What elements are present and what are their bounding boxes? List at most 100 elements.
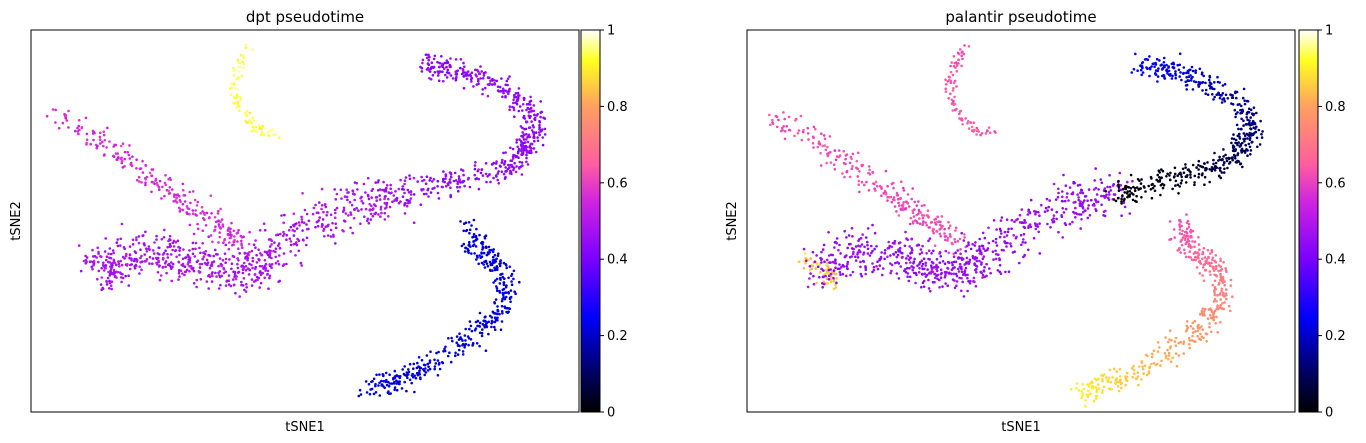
scatter-point xyxy=(866,227,870,230)
scatter-point xyxy=(1148,66,1152,70)
scatter-point xyxy=(1232,133,1235,136)
scatter-point xyxy=(981,244,985,248)
scatter-point xyxy=(242,235,245,239)
scatter-point xyxy=(479,171,483,175)
scatter-point xyxy=(1179,171,1182,175)
scatter-point xyxy=(1189,173,1192,176)
scatter-point xyxy=(478,321,482,325)
scatter-point xyxy=(188,212,191,216)
scatter-point xyxy=(1197,172,1201,176)
scatter-point xyxy=(1167,354,1171,357)
scatter-point xyxy=(1086,199,1089,202)
panel-dpt: dpt pseudotime tSNE1 tSNE2 00.20.40.60.8… xyxy=(9,8,628,435)
scatter-point xyxy=(251,259,255,263)
scatter-point xyxy=(1121,194,1124,197)
scatter-point xyxy=(1015,235,1018,239)
scatter-point xyxy=(992,219,996,222)
scatter-point xyxy=(1078,213,1081,216)
scatter-point xyxy=(938,232,942,236)
scatter-point xyxy=(920,214,924,217)
scatter-point xyxy=(1007,227,1010,231)
scatter-point xyxy=(1150,362,1153,366)
scatter-point xyxy=(184,256,188,259)
scatter-point xyxy=(933,221,937,224)
scatter-point xyxy=(533,116,537,120)
scatter-point xyxy=(871,262,874,265)
scatter-point xyxy=(1155,57,1159,61)
scatter-point xyxy=(540,128,543,132)
scatter-point xyxy=(530,129,534,132)
scatter-point xyxy=(1246,137,1249,140)
scatter-point xyxy=(438,65,442,69)
scatter-point xyxy=(1216,305,1219,309)
scatter-point xyxy=(166,256,170,259)
scatter-point xyxy=(816,145,820,149)
scatter-point xyxy=(397,382,401,386)
scatter-point xyxy=(321,218,325,221)
scatter-point xyxy=(188,270,191,273)
scatter-point xyxy=(1193,174,1197,178)
scatter-point xyxy=(1159,176,1163,180)
scatter-point xyxy=(1167,340,1170,344)
scatter-point xyxy=(878,264,882,267)
scatter-point xyxy=(928,258,932,261)
scatter-point xyxy=(528,110,531,114)
scatter-point xyxy=(1238,132,1241,136)
scatter-point xyxy=(873,182,876,186)
scatter-point xyxy=(300,215,303,219)
scatter-point xyxy=(223,239,226,242)
scatter-point xyxy=(981,257,985,261)
scatter-point xyxy=(1143,58,1147,61)
scatter-point xyxy=(474,245,478,248)
scatter-point xyxy=(987,126,991,129)
scatter-point xyxy=(297,239,301,242)
scatter-point xyxy=(779,129,783,133)
scatter-point xyxy=(251,116,254,119)
scatter-point xyxy=(356,188,359,191)
scatter-point xyxy=(403,203,406,207)
scatter-point xyxy=(496,178,500,182)
scatter-point xyxy=(374,204,377,208)
scatter-point xyxy=(867,165,871,168)
scatter-point xyxy=(1183,252,1187,255)
scatter-point xyxy=(239,97,243,101)
scatter-point xyxy=(1083,195,1087,198)
scatter-point xyxy=(827,254,831,257)
scatter-point xyxy=(426,369,430,372)
scatter-point xyxy=(176,193,180,196)
scatter-point xyxy=(846,267,849,271)
scatter-point xyxy=(300,264,304,267)
scatter-point xyxy=(103,250,107,253)
scatter-point xyxy=(931,229,934,232)
scatter-point xyxy=(237,228,240,232)
scatter-point xyxy=(484,234,488,237)
scatter-point xyxy=(1219,257,1222,261)
scatter-point xyxy=(1072,201,1075,204)
scatter-point xyxy=(155,234,158,238)
scatter-point xyxy=(1035,210,1038,214)
scatter-point xyxy=(1241,108,1244,112)
scatter-point xyxy=(188,258,192,262)
scatter-point xyxy=(491,259,495,262)
scatter-point xyxy=(1052,220,1056,223)
scatter-point xyxy=(1208,180,1211,184)
scatter-point xyxy=(1183,234,1186,237)
scatter-point xyxy=(115,241,119,244)
scatter-point xyxy=(1086,207,1090,210)
scatter-point xyxy=(112,251,115,255)
scatter-point xyxy=(178,275,181,278)
scatter-point xyxy=(910,197,913,201)
scatter-point xyxy=(196,200,200,204)
scatter-point xyxy=(168,234,172,238)
scatter-point xyxy=(427,53,430,57)
scatter-point xyxy=(179,208,182,211)
scatter-point xyxy=(150,174,154,178)
scatter-point xyxy=(1130,71,1134,74)
scatter-point xyxy=(372,392,376,396)
scatter-point xyxy=(1038,222,1041,225)
scatter-point xyxy=(1249,149,1253,152)
colorbar-tick-label: 0.4 xyxy=(607,253,628,268)
scatter-point xyxy=(438,367,442,371)
scatter-point xyxy=(1160,359,1163,363)
scatter-point xyxy=(527,114,531,117)
